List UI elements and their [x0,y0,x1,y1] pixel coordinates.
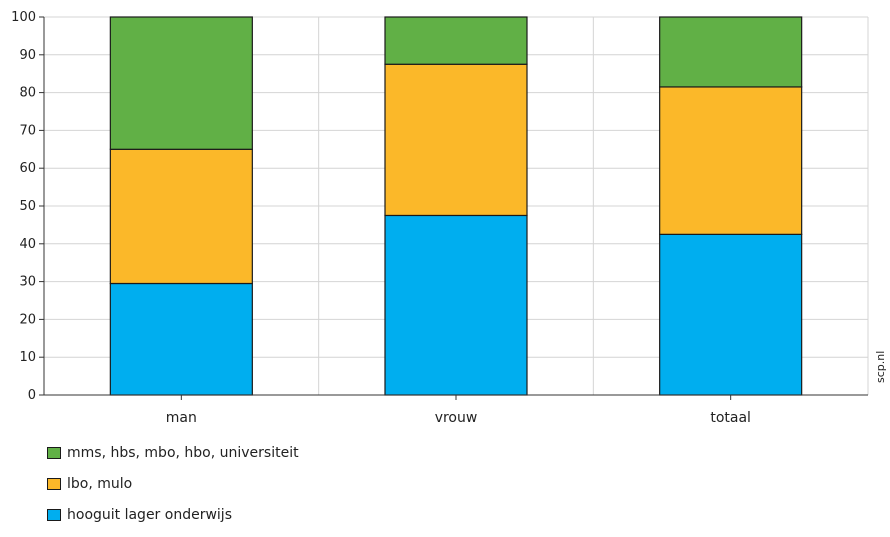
y-tick-label: 0 [28,388,36,403]
legend-item: mms, hbs, mbo, hbo, universiteit [47,444,299,462]
y-tick-label: 30 [19,275,36,290]
bar-segment [384,214,528,396]
y-tick-label: 60 [19,161,36,176]
y-tick-label: 40 [19,237,36,252]
bar-segment [109,148,253,285]
legend-swatch [47,447,61,459]
y-tick-label: 20 [19,312,36,327]
legend-item: hooguit lager onderwijs [47,506,299,524]
x-tick-label: totaal [710,410,751,426]
legend-item: lbo, mulo [47,475,299,493]
legend-label: mms, hbs, mbo, hbo, universiteit [67,445,299,461]
bar-segment [384,16,528,65]
legend-label: hooguit lager onderwijs [67,507,232,523]
legend-swatch [47,478,61,490]
watermark: scp.nl [874,351,887,383]
bar-segment [384,63,528,217]
bar-segment [659,16,803,88]
y-tick-label: 10 [19,350,36,365]
bar-segment [109,282,253,396]
bar-segment [109,16,253,150]
legend: mms, hbs, mbo, hbo, universiteit lbo, mul… [47,444,299,537]
x-tick-label: man [166,410,197,426]
y-tick-label: 50 [19,199,36,214]
x-tick-label: vrouw [435,410,478,426]
axes: 0 10 20 30 40 50 60 70 80 90 100 man vrouw totaal [11,10,868,426]
y-tick-label: 80 [19,86,36,101]
y-tick-label: 90 [19,48,36,63]
bars [109,16,803,396]
bar-segment [659,86,803,235]
y-tick-label: 100 [11,10,36,25]
y-tick-label: 70 [19,123,36,138]
legend-swatch [47,509,61,521]
legend-label: lbo, mulo [67,476,133,492]
bar-segment [659,233,803,396]
